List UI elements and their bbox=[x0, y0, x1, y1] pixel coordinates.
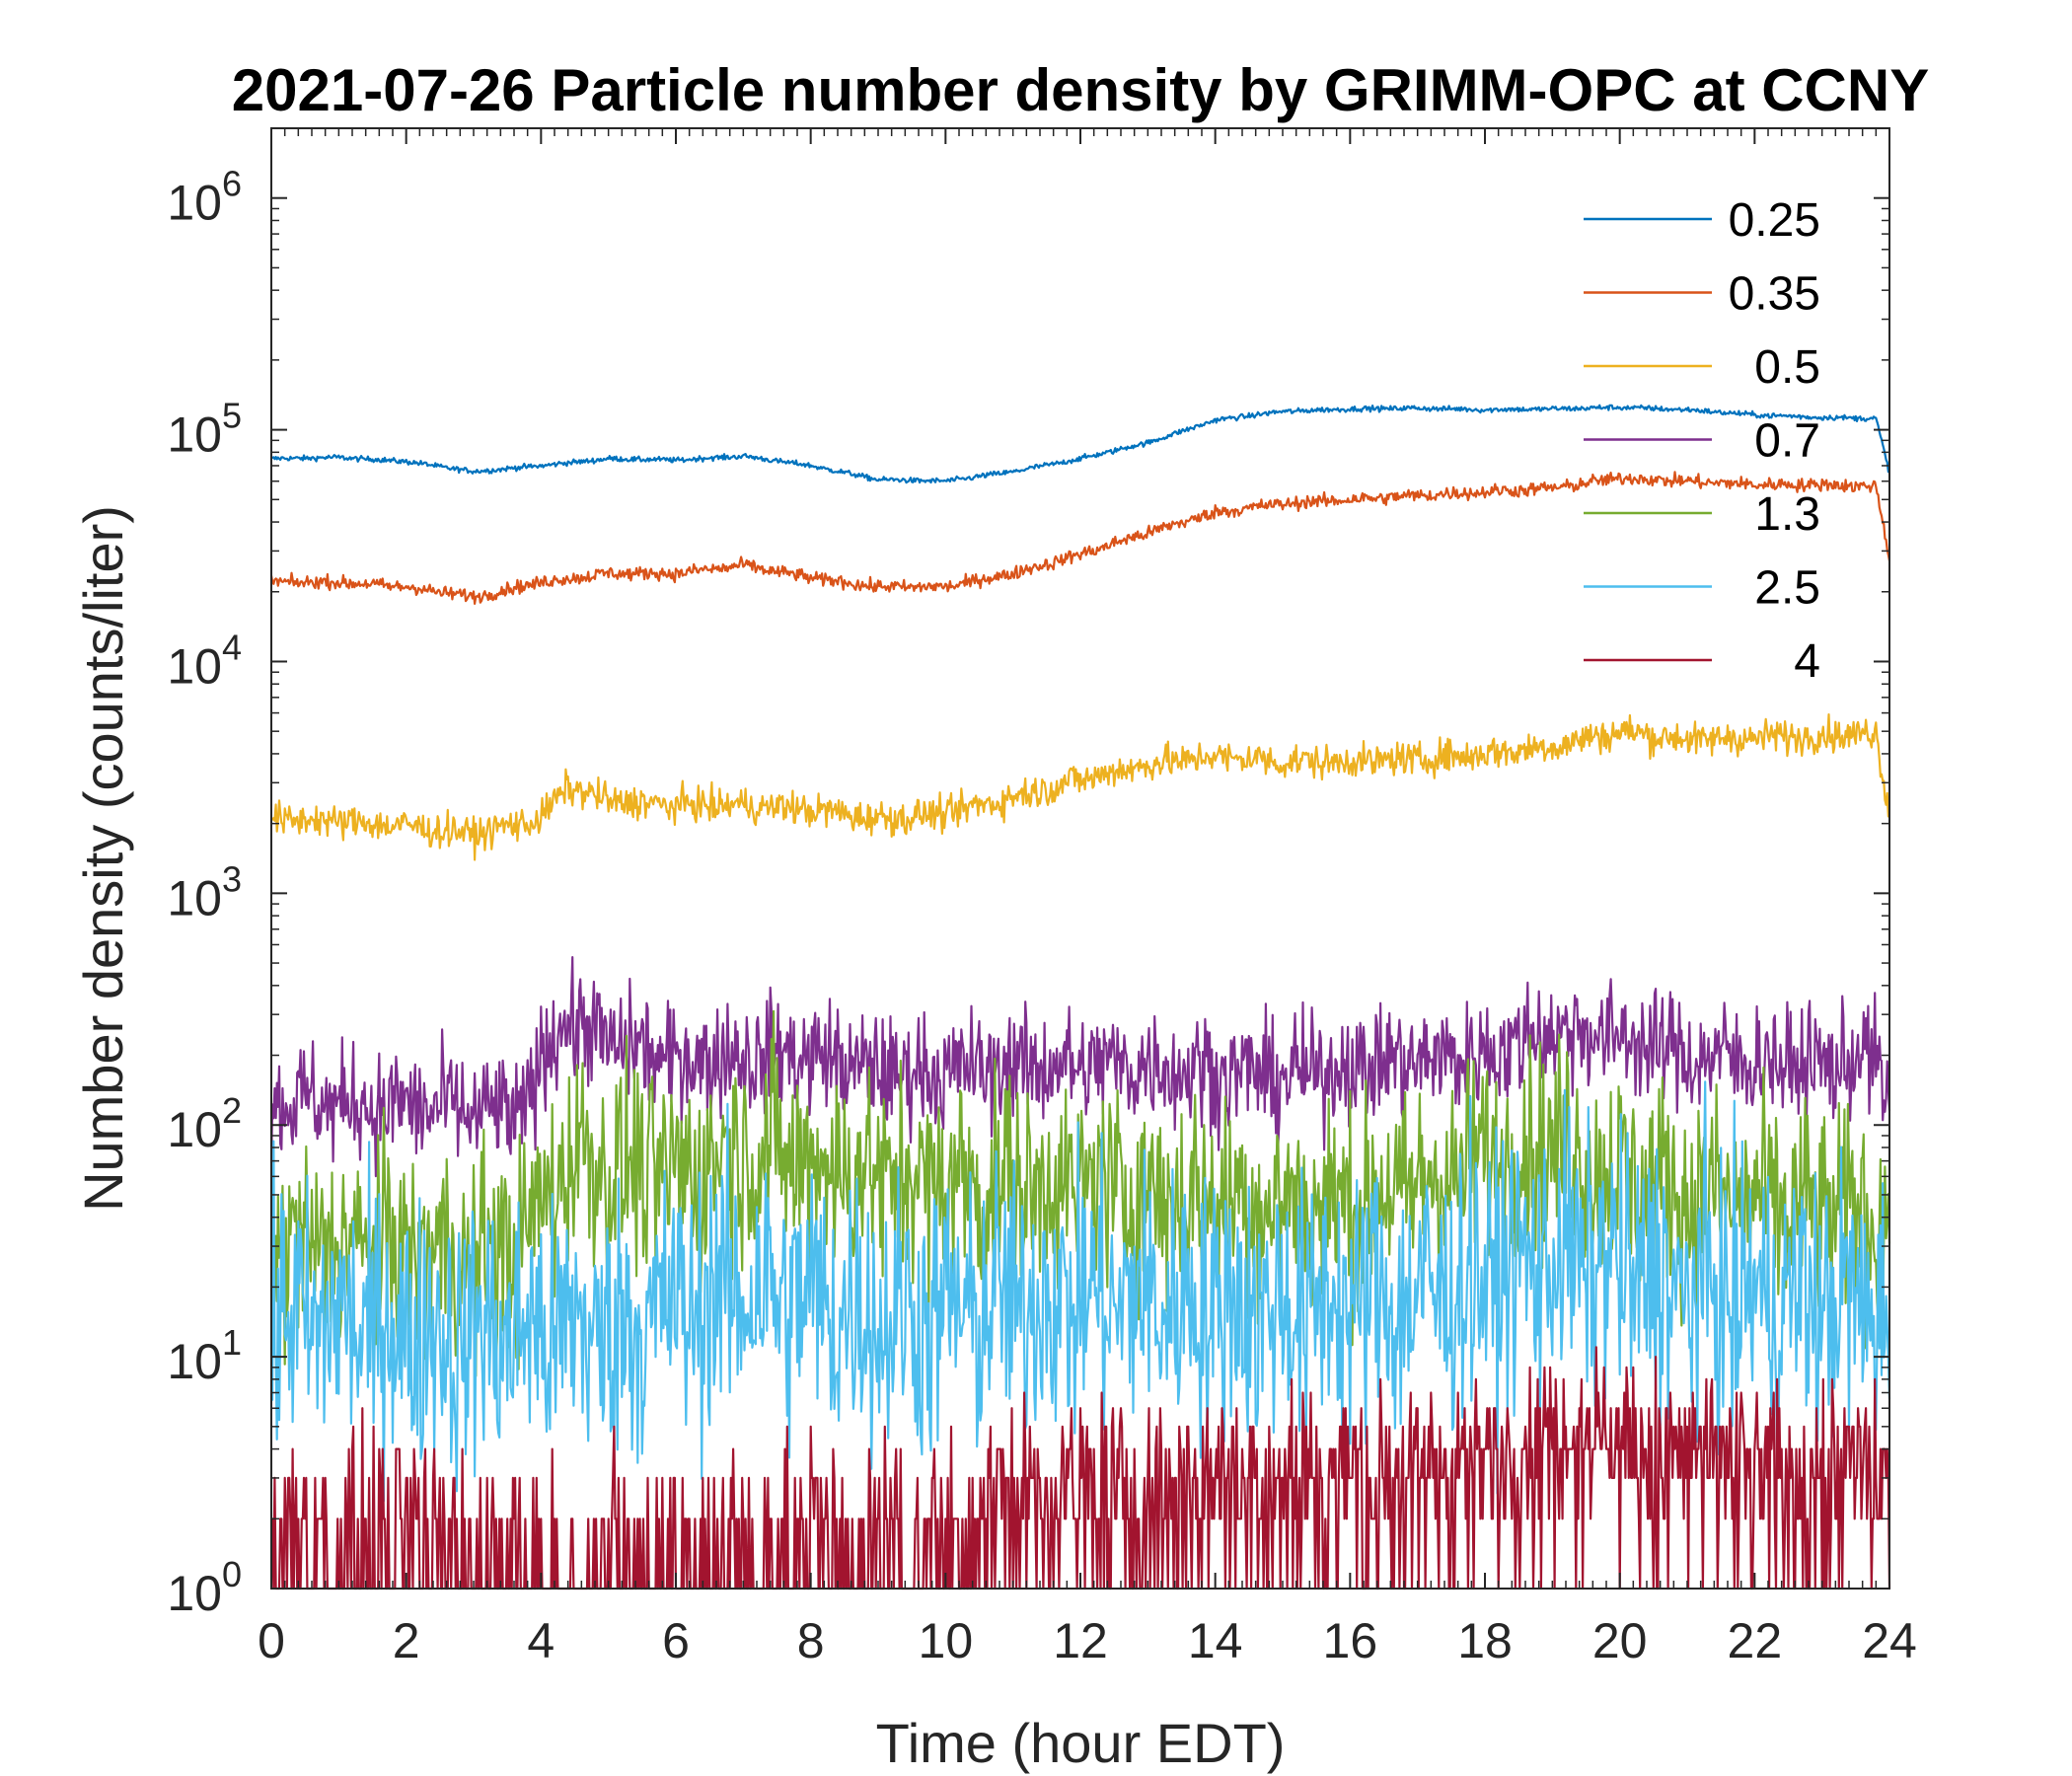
legend-label-series-0-35: 0.35 bbox=[1729, 268, 1820, 321]
legend-label-series-4: 4 bbox=[1794, 635, 1820, 688]
y-tick-label: 101 bbox=[167, 1322, 242, 1389]
series-2-5-line bbox=[269, 1080, 1891, 1503]
x-tick-label: 4 bbox=[527, 1613, 555, 1668]
x-tick-label: 12 bbox=[1053, 1613, 1108, 1668]
y-tick-label: 105 bbox=[167, 396, 242, 463]
y-tick-label: 103 bbox=[167, 858, 242, 925]
x-tick-label: 16 bbox=[1323, 1613, 1378, 1668]
x-tick-label: 20 bbox=[1592, 1613, 1648, 1668]
x-axis-label: Time (hour EDT) bbox=[876, 1712, 1286, 1774]
x-tick-label: 2 bbox=[393, 1613, 420, 1668]
y-tick-label: 104 bbox=[167, 627, 242, 694]
x-tick-label: 10 bbox=[919, 1613, 974, 1668]
series-0-35-line bbox=[269, 471, 1891, 605]
x-tick-label: 24 bbox=[1862, 1613, 1917, 1668]
series-0-7-line bbox=[269, 956, 1891, 1178]
legend: 0.25 0.35 0.5 0.7 1.3 2.5 4 bbox=[1584, 194, 1820, 688]
y-tick-label: 106 bbox=[167, 164, 242, 231]
legend-label-series-0-5: 0.5 bbox=[1754, 341, 1820, 394]
legend-label-series-0-7: 0.7 bbox=[1754, 415, 1820, 468]
series-0-5-line bbox=[271, 713, 1891, 861]
y-axis-label: Number density (counts/liter) bbox=[72, 505, 134, 1212]
x-tick-label: 14 bbox=[1188, 1613, 1243, 1668]
y-tick-label: 100 bbox=[167, 1554, 242, 1621]
x-tick-label: 22 bbox=[1728, 1613, 1783, 1668]
legend-label-series-2-5: 2.5 bbox=[1754, 562, 1820, 615]
x-tick-label: 6 bbox=[662, 1613, 690, 1668]
ticks-layer: 0 2 4 6 8 10 12 14 16 18 20 22 241001011021031041051… bbox=[167, 127, 1917, 1668]
x-tick-label: 8 bbox=[797, 1613, 825, 1668]
legend-label-series-1-3: 1.3 bbox=[1754, 488, 1820, 541]
legend-label-series-0-25: 0.25 bbox=[1729, 194, 1820, 247]
x-tick-label: 0 bbox=[258, 1613, 285, 1668]
y-tick-label: 102 bbox=[167, 1090, 242, 1157]
chart-title: 2021-07-26 Particle number density by GR… bbox=[232, 57, 1930, 123]
x-tick-label: 18 bbox=[1457, 1613, 1513, 1668]
series-0-25-line bbox=[270, 404, 1890, 484]
